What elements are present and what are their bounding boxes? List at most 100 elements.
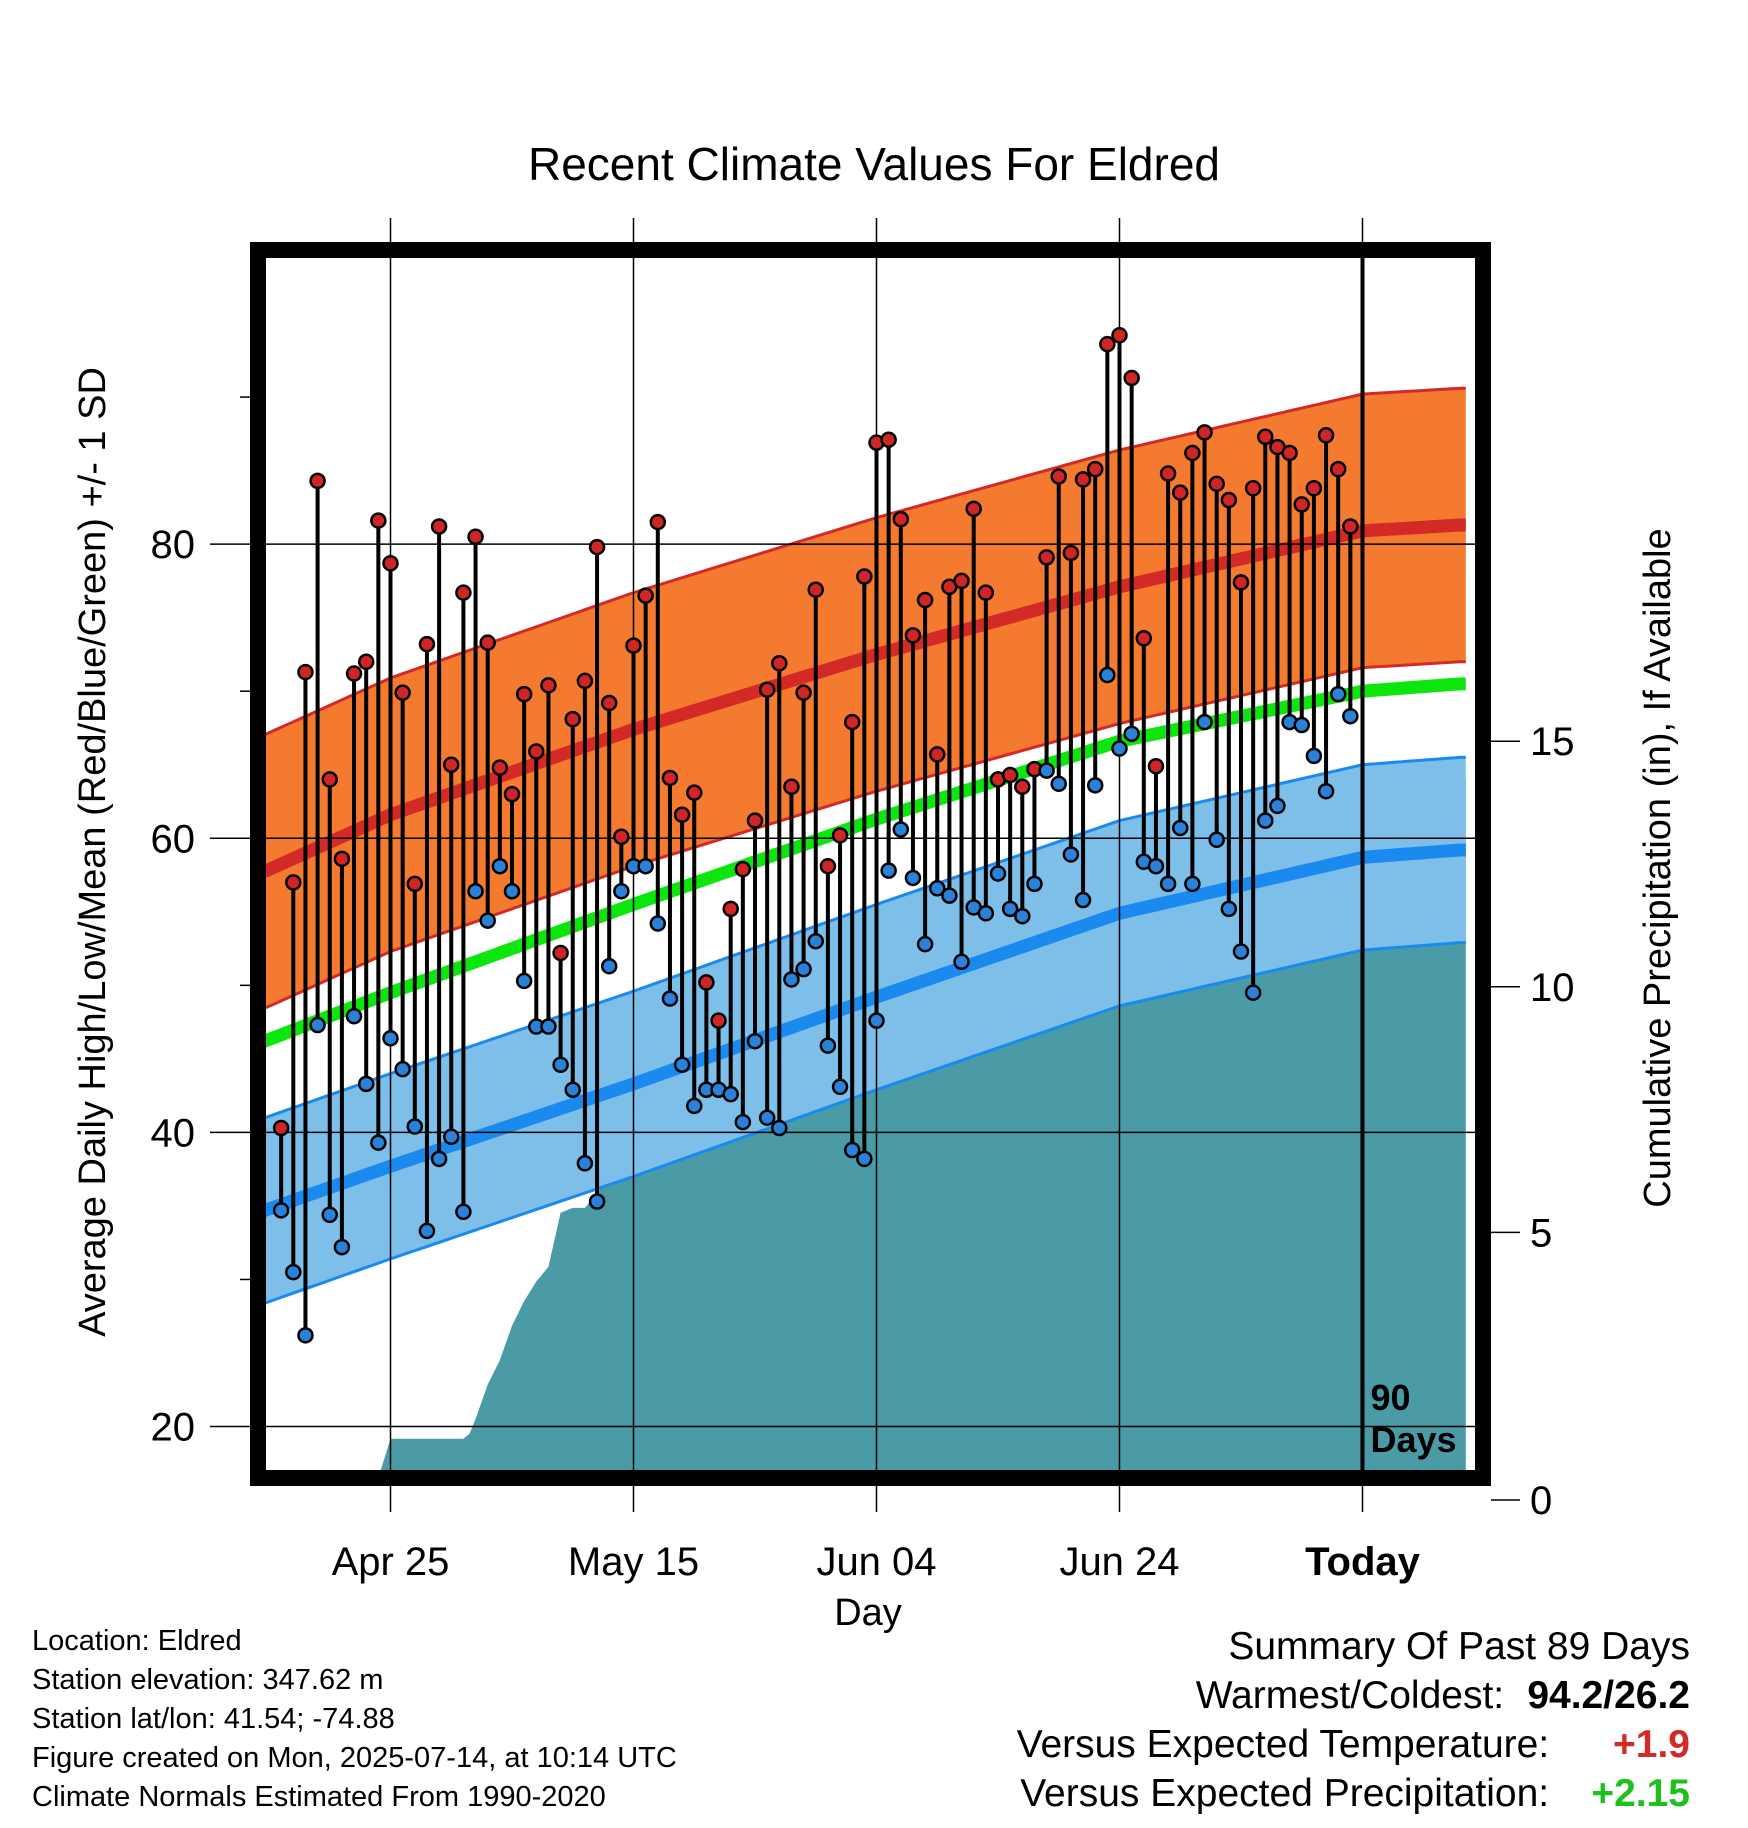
daily-low-point: [1074, 891, 1092, 909]
daily-low-point: [929, 880, 946, 897]
y2-tick-label: 15: [1530, 720, 1575, 764]
daily-high-point: [1305, 479, 1323, 497]
daily-low-point: [357, 1075, 375, 1093]
normal-mean-line: [258, 677, 1466, 1051]
daily-high-point: [965, 500, 982, 518]
daily-low-point: [868, 1012, 885, 1029]
daily-low-point: [795, 960, 812, 978]
daily-low-point: [285, 1263, 302, 1281]
daily-high-point: [1135, 630, 1153, 647]
daily-low-point: [661, 990, 679, 1007]
normal-high-line: [258, 518, 1466, 882]
daily-high-point: [746, 812, 764, 829]
daily-high-point: [649, 513, 667, 531]
daily-high-point: [1244, 479, 1262, 497]
daily-low-point: [1305, 747, 1323, 765]
daily-low-point: [977, 905, 995, 922]
daily-high-point: [576, 672, 594, 690]
daily-low-point: [491, 857, 509, 875]
y-tick-label: 80: [151, 523, 196, 567]
daily-high-point: [843, 713, 861, 731]
daily-low-point: [370, 1134, 387, 1151]
daily-high-point: [1062, 544, 1080, 562]
daily-high-point: [1074, 471, 1092, 488]
daily-low-point: [686, 1097, 703, 1115]
daily-low-point: [989, 865, 1007, 882]
daily-low-point: [831, 1078, 849, 1096]
daily-low-point: [394, 1060, 411, 1078]
daily-high-point: [977, 584, 995, 601]
daily-low-point: [576, 1155, 594, 1172]
daily-low-point: [892, 821, 910, 838]
daily-low-point: [503, 882, 521, 900]
daily-low-point: [1147, 857, 1165, 875]
x-axis-label: Day: [834, 1592, 902, 1634]
daily-high-point: [1329, 460, 1347, 478]
daily-low-point: [443, 1128, 460, 1146]
daily-high-point: [467, 528, 484, 546]
daily-high-point: [1086, 460, 1104, 478]
daily-high-point: [1184, 444, 1201, 462]
daily-high-point: [406, 875, 424, 893]
daily-low-point: [467, 882, 484, 900]
daily-low-point: [904, 869, 922, 887]
daily-low-point: [722, 1085, 739, 1103]
daily-low-point: [843, 1141, 861, 1159]
daily-high-point: [637, 587, 654, 604]
daily-low-point: [1086, 777, 1104, 794]
daily-high-point: [1038, 549, 1055, 566]
summary-panel: Summary Of Past 89 Days Warmest/Coldest:…: [1017, 1622, 1690, 1818]
daily-low-point: [673, 1056, 691, 1073]
daily-high-point: [479, 634, 496, 651]
daily-high-point: [382, 555, 399, 572]
daily-low-point: [455, 1203, 472, 1221]
daily-low-point: [272, 1202, 290, 1219]
precip-label: Versus Expected Precipitation:: [1020, 1772, 1550, 1815]
daily-high-point: [1001, 766, 1019, 784]
warm-cold-value: 94.2/26.2: [1527, 1674, 1690, 1717]
low-band-upper-edge: [258, 755, 1466, 1122]
daily-low-point: [1257, 812, 1274, 829]
daily-low-point: [758, 1109, 776, 1126]
x-axis: Apr 25 May 15 Jun 04 Jun 24 Today: [332, 218, 1421, 1584]
daily-high-point: [1208, 475, 1225, 493]
daily-low-point: [1293, 716, 1310, 734]
precip-value: +2.15: [1591, 1772, 1690, 1815]
daily-low-point: [1062, 846, 1080, 863]
summary-heading: Summary Of Past 89 Days: [1228, 1625, 1690, 1668]
daily-low-point: [1159, 875, 1177, 893]
daily-high-point: [904, 627, 922, 644]
daily-high-point: [758, 681, 776, 698]
daily-low-point: [1220, 900, 1238, 918]
daily-high-point: [285, 874, 302, 891]
today-days-label: Days: [1371, 1419, 1457, 1460]
x-tick-label: May 15: [568, 1540, 699, 1584]
daily-high-point: [698, 974, 715, 991]
daily-high-point: [321, 771, 338, 788]
daily-high-point: [831, 827, 849, 844]
today-days-number: 90: [1371, 1377, 1411, 1418]
x-tick-label: Jun 04: [816, 1540, 936, 1584]
daily-low-point: [1208, 831, 1225, 848]
daily-high-point: [1111, 327, 1128, 344]
daily-low-point: [1196, 713, 1213, 731]
high-band-lower-edge: [258, 660, 1466, 1013]
daily-high-point: [1123, 369, 1140, 387]
daily-high-point: [1281, 444, 1298, 462]
daily-high-point: [880, 431, 897, 448]
daily-high-point: [503, 785, 521, 803]
daily-high-point: [892, 510, 910, 528]
x-tick-label: Apr 25: [332, 1540, 450, 1584]
daily-high-point: [1172, 484, 1189, 501]
daily-high-point: [1232, 574, 1250, 591]
daily-high-point: [661, 769, 679, 787]
latlon-text: Station lat/lon: 41.54; -74.88: [32, 1703, 395, 1735]
daily-high-point: [1050, 468, 1067, 485]
daily-high-point: [540, 677, 557, 694]
daily-low-point: [1038, 762, 1055, 779]
y2-axis: 0 5 10 15: [1491, 720, 1575, 1523]
daily-low-point: [515, 972, 533, 990]
daily-high-point: [819, 857, 837, 875]
daily-low-point: [941, 887, 958, 904]
daily-high-point: [333, 850, 351, 868]
